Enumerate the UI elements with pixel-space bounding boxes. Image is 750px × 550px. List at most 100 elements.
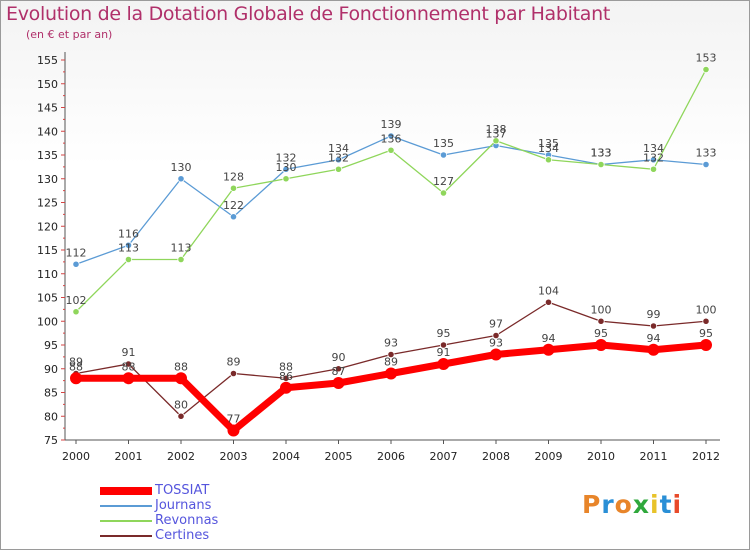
legend-item-certines: Certines [100,528,300,543]
data-label: 91 [122,346,136,359]
legend-swatch [100,487,152,495]
data-label: 100 [696,303,717,316]
data-point [387,146,395,154]
data-label: 88 [122,360,136,373]
data-point [124,360,133,368]
y-tick-label: 80 [44,410,58,423]
data-label: 93 [489,337,503,350]
legend-label: Journans [155,498,212,513]
data-label: 127 [433,175,454,188]
data-point [702,317,710,325]
data-label: 136 [381,132,402,145]
data-point [492,331,500,340]
x-tick-label: 2007 [430,450,458,463]
data-label: 132 [328,151,349,164]
data-point [649,165,658,173]
legend-swatch [100,535,152,537]
data-label: 128 [223,170,244,183]
legend-item-tossiat: TOSSIAT [100,483,300,498]
data-label: 88 [174,360,188,373]
x-tick-label: 2009 [535,450,563,463]
data-point [175,372,187,385]
data-point [385,367,397,380]
data-label: 112 [66,246,87,259]
data-label: 80 [174,398,188,411]
data-point [649,156,658,164]
data-label: 135 [433,137,454,150]
y-tick-label: 75 [44,434,58,447]
x-tick-label: 2011 [640,450,668,463]
data-point [122,372,135,385]
y-tick-label: 145 [37,102,58,115]
data-point [280,381,292,394]
data-label: 130 [171,161,192,174]
data-label: 113 [118,242,139,255]
data-point [177,412,185,420]
data-point [542,343,555,356]
data-point [597,160,605,169]
y-tick-label: 85 [44,387,58,400]
data-point [544,156,553,164]
data-label: 86 [279,370,293,383]
logo-letter: P [582,490,602,519]
x-tick-label: 2000 [62,450,90,463]
data-point [387,132,395,140]
logo-letter: i [650,490,660,519]
data-label: 90 [332,351,346,364]
data-label: 138 [486,123,507,136]
data-point [229,184,238,192]
legend-swatch [100,505,152,507]
legend-item-revonnas: Revonnas [100,513,300,528]
data-label: 95 [699,327,713,340]
y-tick-label: 150 [37,78,58,91]
data-point [282,165,290,173]
data-label: 134 [643,142,664,155]
data-point [124,241,133,249]
x-tick-label: 2004 [272,450,300,463]
x-tick-label: 2003 [220,450,248,463]
legend-item-journans: Journans [100,498,300,513]
logo-letter: o [614,490,633,519]
data-point [647,343,660,356]
data-label: 97 [489,318,503,331]
data-label: 89 [69,356,83,369]
data-label: 133 [591,147,612,160]
data-label: 95 [437,327,451,340]
data-label: 94 [542,332,556,345]
x-tick-label: 2006 [377,450,405,463]
data-point [544,298,553,306]
y-tick-label: 115 [37,244,58,257]
x-tick-label: 2005 [325,450,353,463]
y-tick-label: 110 [37,268,58,281]
y-tick-label: 140 [37,125,58,138]
data-label: 134 [328,142,349,155]
x-tick-label: 2010 [587,450,615,463]
chart-subtitle: (en € et par an) [26,28,113,41]
data-label: 137 [486,128,507,141]
chart-title: Evolution de la Dotation Globale de Fonc… [6,3,611,25]
y-tick-label: 125 [37,197,58,210]
data-label: 133 [696,147,717,160]
data-label: 99 [647,308,661,321]
data-label: 122 [223,199,244,212]
y-tick-label: 130 [37,173,58,186]
data-point [229,369,238,378]
data-label: 133 [591,147,612,160]
data-point [227,424,240,437]
data-label: 89 [227,356,241,369]
data-point [72,260,80,268]
data-label: 88 [279,360,293,373]
data-label: 93 [384,337,398,350]
data-label: 130 [276,161,297,174]
y-tick-label: 135 [37,149,58,162]
data-point [70,372,82,385]
y-tick-label: 90 [44,363,58,376]
data-point [332,377,345,389]
legend-label: Revonnas [155,513,219,528]
data-point [387,350,395,359]
data-point [124,255,133,264]
data-label: 116 [118,227,139,240]
x-tick-label: 2002 [167,450,195,463]
